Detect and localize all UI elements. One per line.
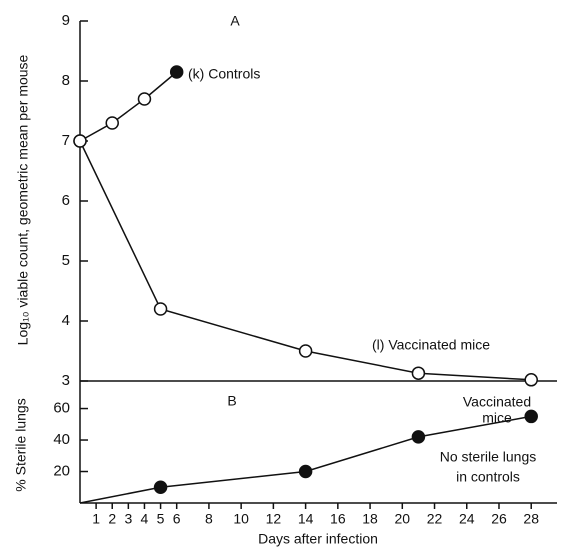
data-point — [298, 464, 313, 479]
data-point — [411, 430, 426, 444]
y-tick-label: 3 — [62, 372, 70, 389]
x-tick-label: 6 — [173, 511, 181, 527]
series-label: (k) Controls — [188, 66, 260, 82]
annotation: No sterile lungs — [440, 449, 537, 465]
y-tick-label: 20 — [53, 462, 70, 479]
y-tick-label: 4 — [62, 312, 70, 329]
data-point — [153, 302, 168, 316]
data-point — [524, 409, 538, 424]
y-tick-label: 40 — [53, 431, 70, 448]
panel-title: A — [230, 13, 240, 29]
data-point — [411, 366, 426, 380]
annotation: in controls — [456, 469, 520, 485]
x-tick-label: 1 — [92, 511, 100, 527]
x-tick-label: 16 — [330, 511, 346, 527]
data-point — [524, 373, 538, 387]
series-label: (l) Vaccinated mice — [372, 337, 490, 353]
x-tick-label: 24 — [459, 511, 475, 527]
data-point — [105, 116, 119, 130]
x-tick-label: 2 — [108, 511, 116, 527]
data-point — [298, 344, 313, 358]
y-tick-label: 5 — [62, 252, 70, 269]
y-tick-label: 8 — [62, 72, 70, 89]
data-point — [169, 65, 184, 79]
y-axis-label: Log₁₀ viable count, geometric mean per m… — [15, 54, 31, 345]
panel-title: B — [227, 393, 236, 409]
x-tick-label: 26 — [491, 511, 507, 527]
x-tick-label: 3 — [124, 511, 132, 527]
annotation: Vaccinated — [463, 394, 531, 410]
x-axis-label: Days after infection — [258, 531, 378, 547]
series-line — [79, 71, 178, 142]
y-tick-label: 60 — [53, 400, 70, 417]
x-tick-label: 10 — [233, 511, 249, 527]
x-tick-label: 14 — [298, 511, 314, 527]
x-tick-label: 8 — [205, 511, 213, 527]
y-axis-label: % Sterile lungs — [13, 398, 29, 491]
data-point — [137, 92, 152, 106]
x-tick-label: 12 — [266, 511, 282, 527]
x-tick-label: 20 — [395, 511, 411, 527]
x-tick-label: 28 — [523, 511, 539, 527]
data-point — [153, 480, 168, 495]
x-tick-label: 4 — [141, 511, 149, 527]
x-tick-label: 5 — [157, 511, 165, 527]
x-tick-label: 18 — [362, 511, 378, 527]
y-tick-label: 9 — [62, 12, 70, 29]
y-tick-label: 6 — [62, 192, 70, 209]
data-point — [73, 134, 87, 148]
y-tick-label: 7 — [62, 132, 70, 149]
x-tick-label: 22 — [427, 511, 443, 527]
